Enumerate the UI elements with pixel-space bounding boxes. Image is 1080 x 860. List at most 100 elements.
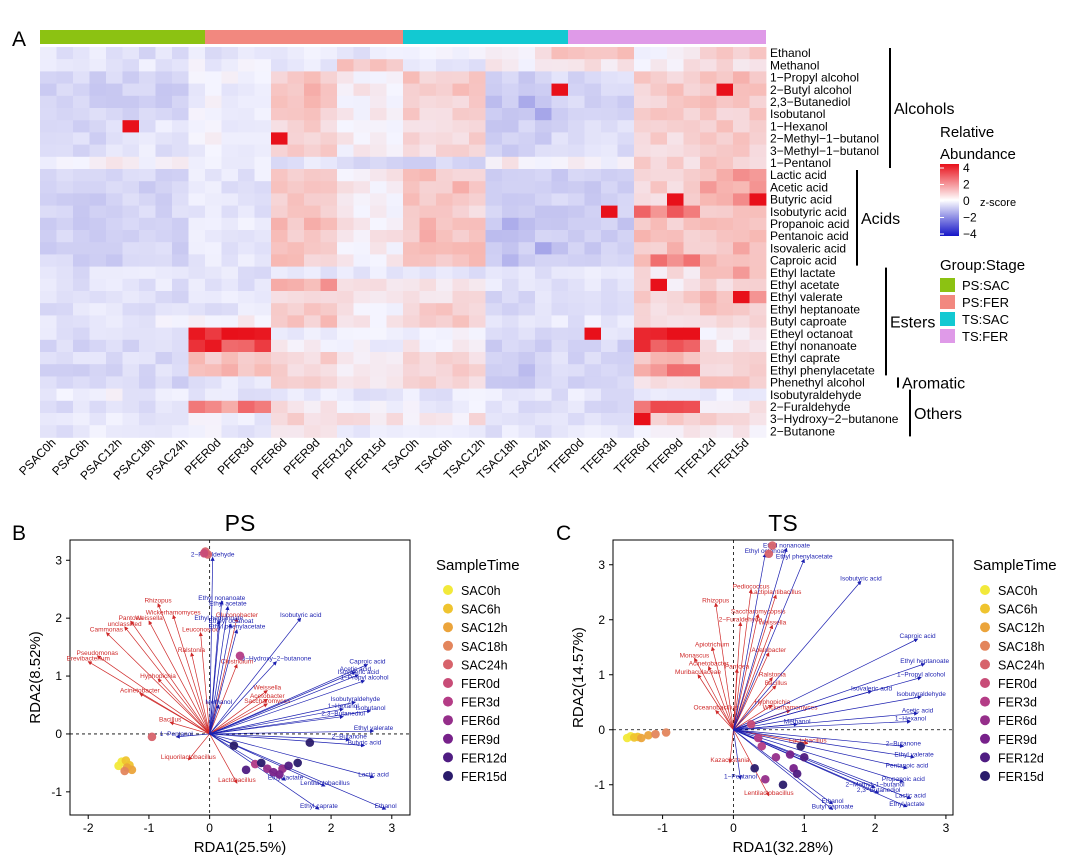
heatmap-cell xyxy=(254,364,272,377)
heatmap-cell xyxy=(518,230,536,243)
heatmap-cell xyxy=(452,59,470,72)
heatmap-cell xyxy=(568,59,585,72)
heatmap-cell xyxy=(287,47,305,60)
heatmap-cell xyxy=(584,400,602,414)
heatmap-cell xyxy=(370,132,387,145)
heatmap-cell xyxy=(337,291,354,304)
group-bar-ps-sac xyxy=(40,30,205,44)
heatmap-cell xyxy=(403,181,420,194)
heatmap-cell xyxy=(584,315,602,328)
heatmap-cell xyxy=(601,132,618,145)
rda-point xyxy=(750,763,759,773)
heatmap-cell xyxy=(205,278,222,292)
heatmap-cell xyxy=(337,278,354,292)
heatmap-cell xyxy=(733,181,750,194)
heatmap-cell xyxy=(419,425,437,438)
heatmap-cell xyxy=(254,291,272,304)
heatmap-cell xyxy=(370,108,387,121)
heatmap-cell xyxy=(56,71,74,84)
heatmap-cell xyxy=(205,254,222,267)
heatmap-cell xyxy=(155,181,173,194)
heatmap-cell xyxy=(271,339,288,353)
heatmap-cell xyxy=(749,352,767,365)
heatmap-cell xyxy=(568,388,585,402)
heatmap-cell xyxy=(683,352,701,365)
rda-env-arrow xyxy=(733,695,922,731)
heatmap-cell xyxy=(205,400,222,414)
heatmap-cell xyxy=(139,242,156,255)
heatmap-cell xyxy=(518,193,536,206)
group-bracket-label: Esters xyxy=(890,315,935,332)
heatmap-cell xyxy=(254,254,272,267)
heatmap-cell xyxy=(436,376,453,389)
group-legend-title: Group:Stage xyxy=(940,257,1025,274)
heatmap-cell xyxy=(502,376,519,389)
heatmap-cell xyxy=(122,156,140,170)
heatmap-cell xyxy=(172,254,189,267)
heatmap-cell xyxy=(370,388,387,402)
heatmap-cell xyxy=(89,132,107,145)
heatmap-cell xyxy=(617,47,635,60)
heatmap-cell xyxy=(238,352,255,365)
rda-y-tick: 2 xyxy=(55,611,62,625)
heatmap-cell xyxy=(419,315,437,328)
heatmap-cell xyxy=(73,400,90,414)
heatmap-cell xyxy=(452,120,470,133)
heatmap-cell xyxy=(56,217,74,231)
heatmap-cell xyxy=(238,95,255,109)
heatmap-cell xyxy=(601,83,618,97)
heatmap-cell xyxy=(337,413,354,426)
heatmap-cell xyxy=(205,266,222,280)
rda-y-tick: 3 xyxy=(598,558,605,572)
heatmap-cell xyxy=(139,71,156,84)
rda-species-arrow xyxy=(733,594,777,730)
rda-point xyxy=(284,761,293,771)
heatmap-cell xyxy=(502,278,519,292)
heatmap-cell xyxy=(106,291,123,304)
group-bar-ts-sac xyxy=(403,30,568,44)
rda-env-label: Ethyl heptanoate xyxy=(194,615,243,622)
heatmap-cell xyxy=(535,95,552,109)
heatmap-cell xyxy=(139,388,156,402)
heatmap-cell xyxy=(238,120,255,133)
heatmap-cell xyxy=(205,205,222,219)
heatmap-cell xyxy=(469,291,486,304)
heatmap-cell xyxy=(518,144,536,158)
rda-species-arrow xyxy=(733,729,809,745)
rda-env-arrow xyxy=(733,729,743,780)
heatmap-cell xyxy=(386,181,404,194)
heatmap-cell xyxy=(73,132,90,145)
heatmap-row-label: Isobutanol xyxy=(770,107,825,121)
heatmap-cell xyxy=(337,339,354,353)
heatmap-cell xyxy=(254,132,272,145)
heatmap-cell xyxy=(551,425,569,438)
heatmap-cell xyxy=(601,71,618,84)
heatmap-cell xyxy=(188,71,206,84)
rda-plot-ts: TS-1 0 1 2 3-10123RDA1(32.28%)RDA2(14.57%)La… xyxy=(570,510,1057,856)
heatmap-row-label: 2−Furaldehyde xyxy=(770,400,851,414)
heatmap-cell xyxy=(584,144,602,158)
heatmap-cell xyxy=(353,339,371,353)
heatmap-cell xyxy=(733,217,750,231)
heatmap-cell xyxy=(155,254,173,267)
heatmap-cell xyxy=(56,181,74,194)
rda-species-arrow xyxy=(711,646,734,730)
heatmap-cell xyxy=(568,230,585,243)
heatmap-row-label: Isobutyric acid xyxy=(770,205,847,219)
rda-species-arrow xyxy=(728,729,734,764)
heatmap-cell xyxy=(188,181,206,194)
rda-species-label: Kazachstania xyxy=(710,757,749,764)
heatmap-cell xyxy=(353,217,371,231)
heatmap-cell xyxy=(73,230,90,243)
heatmap-cell xyxy=(403,413,420,426)
heatmap-cell xyxy=(749,205,767,219)
heatmap-cell xyxy=(518,205,536,219)
heatmap-cell xyxy=(370,205,387,219)
heatmap-cell xyxy=(568,400,585,414)
heatmap-cell xyxy=(337,169,354,182)
heatmap-cell xyxy=(403,169,420,182)
heatmap-cell xyxy=(254,230,272,243)
heatmap-cell xyxy=(89,156,107,170)
heatmap-cell xyxy=(683,71,701,84)
